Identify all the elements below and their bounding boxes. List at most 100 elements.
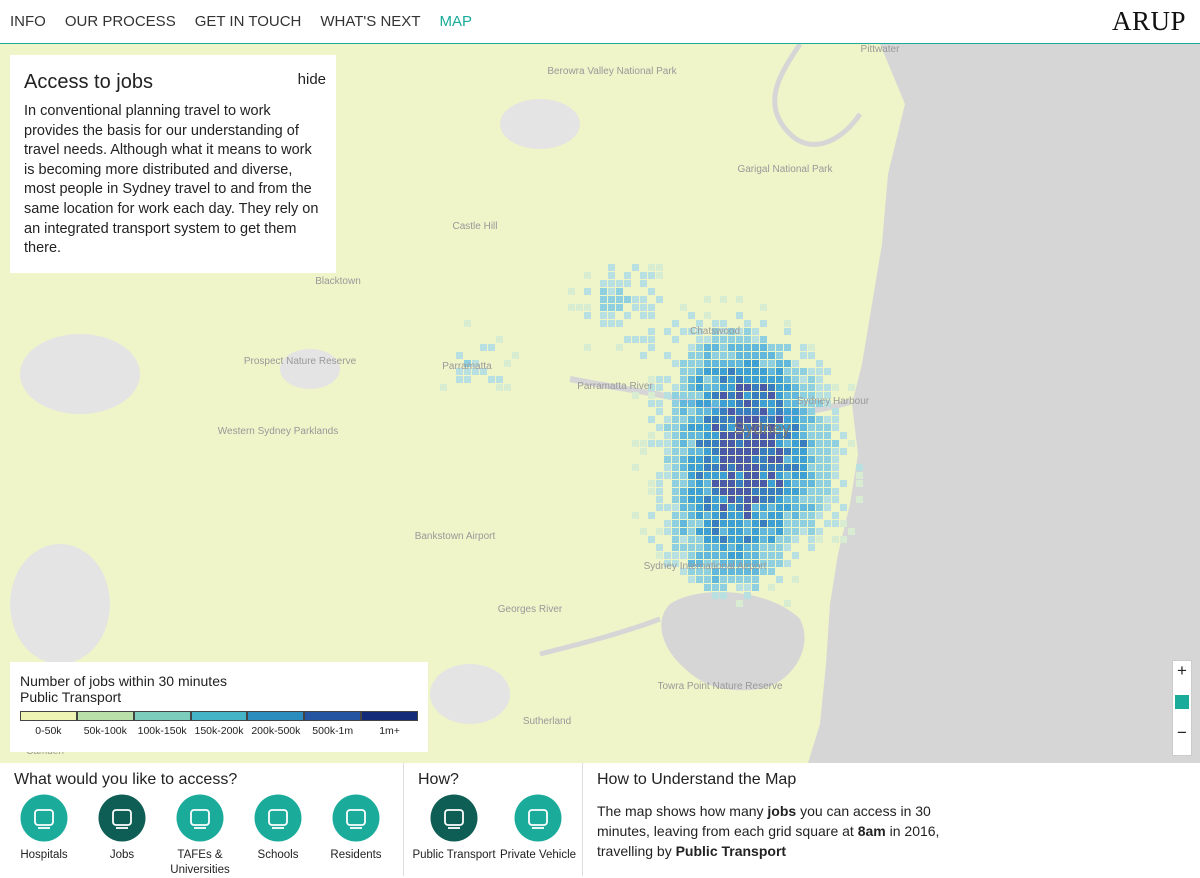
heat-cell [688,560,695,567]
heat-cell [720,368,727,375]
heat-cell [664,472,671,479]
option[interactable]: Schools [239,794,317,878]
heat-cell [672,392,679,399]
heat-cell [744,576,751,583]
heat-cell [824,440,831,447]
heat-cell [784,432,791,439]
heat-cell [784,496,791,503]
icon-glyph [528,809,548,826]
option[interactable]: Public Transport [412,794,496,863]
icon-glyph [190,809,210,826]
hawkesbury [772,44,863,147]
heat-cell [824,368,831,375]
heat-cell [800,352,807,359]
heat-cell [728,536,735,543]
heat-cell [656,424,663,431]
heat-cell [680,424,687,431]
heat-cell [696,336,703,343]
nav-link[interactable]: MAP [439,13,472,30]
zoom-in[interactable]: + [1177,661,1187,680]
heat-cell [664,440,671,447]
heat-cell [656,440,663,447]
map[interactable]: Pittwater Berowra Valley National Park Gar… [0,44,1200,763]
heat-cell [720,528,727,535]
heat-cell [792,480,799,487]
logo[interactable]: ARUP [1111,6,1186,36]
heat-cell [800,472,807,479]
heat-cell [768,368,775,375]
hide-button[interactable]: hide [297,71,326,88]
option[interactable]: Hospitals [5,794,83,878]
heat-cell [648,440,655,447]
heat-cell [704,496,711,503]
heat-cell [800,512,807,519]
heat-cell [704,552,711,559]
legend: Number of jobs within 30 minutes Public … [10,662,428,752]
heat-cell [576,304,583,311]
heat-cell [744,416,751,423]
heat-cell [760,480,767,487]
heat-cell [808,512,815,519]
heat-cell [776,384,783,391]
heat-cell [808,480,815,487]
option[interactable]: Residents [317,794,395,878]
heat-cell [688,448,695,455]
nav-link[interactable]: OUR PROCESS [64,13,176,30]
heat-cell [672,416,679,423]
heat-cell [792,384,799,391]
heat-cell [768,408,775,415]
heat-cell [776,368,783,375]
heat-cell [464,368,471,375]
heat-cell [656,528,663,535]
heat-cell [760,512,767,519]
understand-section: How to Understand the Map The map shows … [583,763,1005,876]
option[interactable]: Private Vehicle [496,794,580,863]
zoom-slider[interactable] [1175,695,1189,709]
nav-link[interactable]: INFO [10,13,46,30]
bottom-panel: What would you like to access? Hospitals… [0,763,1005,876]
heat-cell [840,448,847,455]
heat-cell [672,320,679,327]
map-label: Sutherland [523,716,571,727]
heat-cell [728,520,735,527]
option[interactable]: Jobs [83,794,161,878]
heat-cell [768,560,775,567]
heat-cell [616,304,623,311]
heat-cell [712,520,719,527]
heat-cell [720,472,727,479]
nav-link[interactable]: WHAT'S NEXT [320,13,421,30]
heat-cell [720,488,727,495]
heat-cell [800,504,807,511]
heat-cell [696,560,703,567]
heat-cell [752,456,759,463]
heat-cell [784,320,791,327]
heat-cell [752,384,759,391]
heat-cell [456,368,463,375]
map-label: Sydney Harbour [797,396,870,407]
heat-cell [768,472,775,479]
heat-cell [616,320,623,327]
botany-bay [661,592,805,691]
heat-cell [672,408,679,415]
heat-cell [688,536,695,543]
heat-cell [704,400,711,407]
option[interactable]: TAFEs & Universities [161,794,239,878]
icon-circle [20,794,68,842]
heat-cell [672,488,679,495]
heat-cell [680,544,687,551]
heat-cell [816,360,823,367]
heat-cell [696,424,703,431]
heat-cell [752,480,759,487]
heat-cell [808,376,815,383]
heat-cell [744,536,751,543]
heat-cell [688,384,695,391]
heat-cell [704,336,711,343]
heat-cell [720,360,727,367]
heat-cell [800,344,807,351]
heat-cell [824,496,831,503]
heat-cell [720,400,727,407]
zoom-out[interactable]: − [1177,723,1187,742]
heat-cell [712,472,719,479]
heat-cell [656,408,663,415]
nav-link[interactable]: GET IN TOUCH [194,13,302,30]
